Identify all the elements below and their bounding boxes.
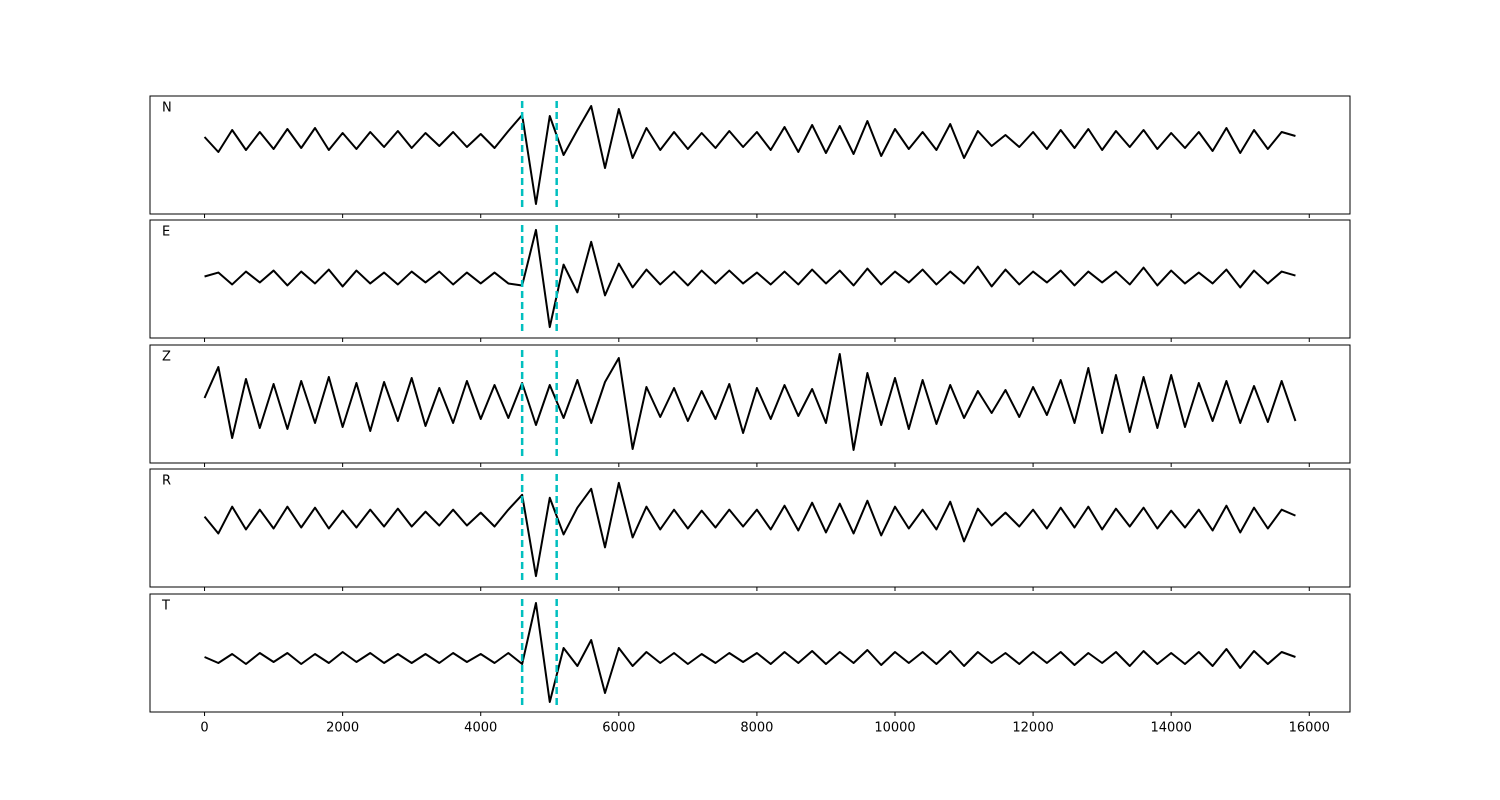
trace-line xyxy=(203,105,1296,205)
x-tick-label: 14000 xyxy=(1150,721,1191,736)
channel-label: T xyxy=(161,599,170,614)
axes-frame xyxy=(149,95,1351,215)
channel-label: R xyxy=(162,474,171,489)
trace-line xyxy=(204,602,1296,703)
x-tick-label: 12000 xyxy=(1012,721,1053,736)
trace-line xyxy=(203,481,1296,578)
x-tick-label: 4000 xyxy=(464,721,497,736)
channel-label: N xyxy=(162,101,172,116)
channel-label: Z xyxy=(162,350,171,365)
axes-frame xyxy=(149,468,1351,588)
trace-line xyxy=(203,353,1297,451)
x-tick-label: 2000 xyxy=(326,721,359,736)
axes-frame xyxy=(149,344,1351,464)
channel-label: E xyxy=(162,225,170,240)
axes-frame xyxy=(149,219,1351,339)
trace-line xyxy=(204,228,1296,329)
x-tick-label: 10000 xyxy=(874,721,915,736)
x-tick-label: 16000 xyxy=(1289,721,1330,736)
x-tick-label: 6000 xyxy=(602,721,635,736)
axes-frame xyxy=(149,593,1351,713)
x-tick-label: 8000 xyxy=(740,721,773,736)
x-tick-label: 0 xyxy=(200,721,208,736)
